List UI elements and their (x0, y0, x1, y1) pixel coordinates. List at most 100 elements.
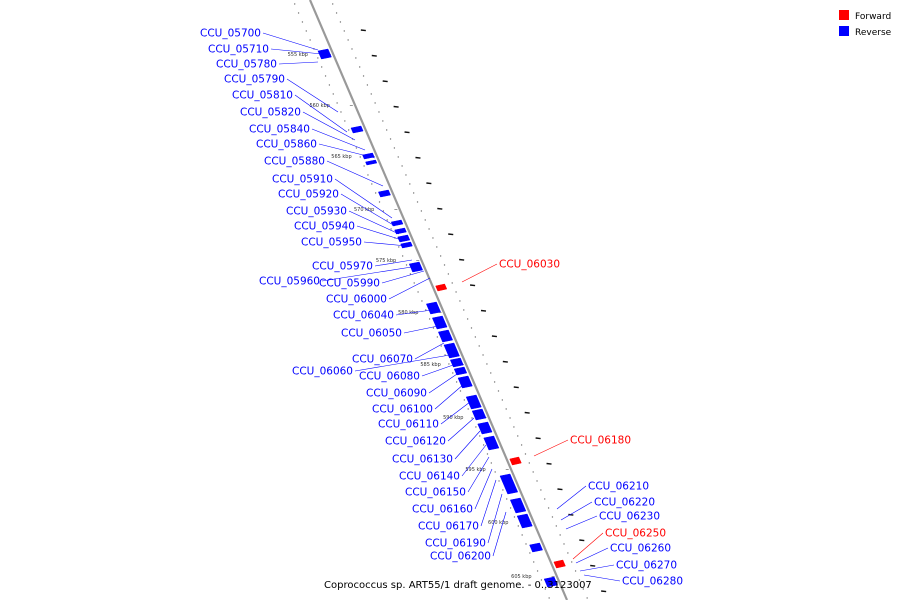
left-track-dot (521, 534, 523, 536)
right-track-dot (366, 84, 369, 86)
left-track-dot (309, 39, 311, 41)
leader-line (565, 515, 598, 530)
right-track-dot (563, 543, 565, 545)
right-track-dot (501, 399, 504, 401)
scale-dash (469, 284, 476, 287)
left-track-dot (386, 219, 388, 221)
left-track-dot (421, 300, 423, 302)
kbp-tick-label: 595 kbp (465, 467, 485, 473)
reverse-gene-feature (477, 421, 493, 435)
right-track-dot (578, 579, 581, 581)
right-track-dot (482, 354, 484, 356)
right-track-dot (332, 3, 334, 5)
right-track-dot (343, 30, 345, 32)
legend: Forward Reverse (839, 10, 892, 38)
left-track-dot (340, 111, 342, 113)
left-track-dot (455, 381, 458, 383)
left-track-dot (355, 147, 358, 149)
gene-label-reverse: CCU_05810 (232, 90, 293, 102)
left-track-dot (301, 21, 304, 23)
leader-line (461, 263, 498, 283)
left-track-dot (363, 165, 365, 167)
right-track-dot (382, 120, 384, 122)
leader-line (363, 241, 408, 247)
right-track-dot (362, 75, 365, 77)
gene-label-reverse: CCU_06050 (341, 328, 402, 340)
leader-line (480, 479, 497, 527)
reverse-gene-feature (378, 189, 391, 198)
left-track-dot (371, 183, 373, 185)
right-track-dot (355, 57, 357, 59)
left-track-dot (432, 327, 435, 329)
left-track-dot (344, 120, 346, 122)
kbp-tick-label: 605 kbp (511, 574, 531, 580)
reverse-gene-feature (390, 219, 404, 227)
leader-line (388, 277, 431, 300)
scale-dash (491, 335, 498, 338)
scale-dash (557, 488, 563, 491)
leader-line (583, 574, 621, 582)
gene-label-reverse: CCU_06150 (405, 487, 466, 499)
right-track-dot (347, 39, 349, 41)
left-track-dot (409, 273, 412, 275)
gene-label-reverse: CCU_06120 (385, 436, 446, 448)
left-track-dot (494, 471, 496, 473)
right-track-dot (551, 516, 554, 518)
leader-line (354, 354, 451, 372)
right-track-dot (582, 588, 584, 590)
left-track-dot (448, 363, 450, 365)
gene-label-reverse: CCU_06090 (366, 388, 427, 400)
leader-line (262, 32, 319, 51)
legend-swatch-forward (839, 10, 849, 20)
right-track-dot (401, 165, 403, 167)
right-track-dot (335, 12, 338, 14)
scale-dash (371, 54, 377, 57)
kbp-tick-label: 590 kbp (443, 415, 463, 421)
right-track-dot (416, 201, 419, 203)
reverse-gene-feature (529, 542, 543, 553)
left-track-dot (490, 462, 493, 464)
right-track-dot (439, 255, 442, 257)
left-track-dot (378, 201, 381, 203)
gene-label-reverse: CCU_05840 (249, 124, 310, 136)
gene-label-reverse: CCU_06100 (372, 404, 433, 416)
left-track-dot (398, 246, 400, 248)
right-track-dot (455, 291, 457, 293)
right-track-dot (385, 129, 388, 131)
leader-line (395, 309, 433, 316)
scale-dash (601, 590, 607, 593)
kbp-tick-label: 600 kbp (488, 520, 508, 526)
gene-label-reverse: CCU_05930 (286, 206, 347, 218)
scale-dash (546, 462, 552, 465)
right-track-dot (393, 147, 396, 149)
right-track-dot (574, 570, 577, 572)
right-track-dot (478, 345, 480, 347)
gene-label-reverse: CCU_06270 (616, 560, 677, 572)
forward-gene-feature (435, 283, 448, 292)
gene-label-reverse: CCU_05920 (278, 189, 339, 201)
left-track-dot (479, 435, 481, 437)
leader-line (356, 225, 403, 241)
right-track-dot (374, 102, 376, 104)
left-track-dot (336, 102, 338, 104)
right-track-dot (536, 480, 538, 482)
leader-line (414, 342, 445, 360)
left-track-dot (359, 156, 361, 158)
left-track-dot (525, 543, 527, 545)
gene-label-reverse: CCU_06140 (399, 471, 460, 483)
kbp-tick-label: 575 kbp (376, 258, 396, 264)
right-track-dot (389, 138, 392, 140)
right-track-dot (447, 273, 450, 275)
scale-dash (535, 437, 541, 440)
scale-dash (437, 207, 443, 210)
scale-dash (480, 309, 487, 312)
left-track-dot (305, 30, 307, 32)
leader-line (556, 485, 587, 510)
left-track-dot (320, 66, 323, 68)
left-track-dot (425, 309, 427, 311)
leader-line (270, 48, 323, 55)
gene-label-forward: CCU_06030 (499, 259, 560, 271)
right-track-dot (405, 174, 407, 176)
gene-feature-layer (317, 48, 566, 588)
leader-line (533, 439, 569, 457)
